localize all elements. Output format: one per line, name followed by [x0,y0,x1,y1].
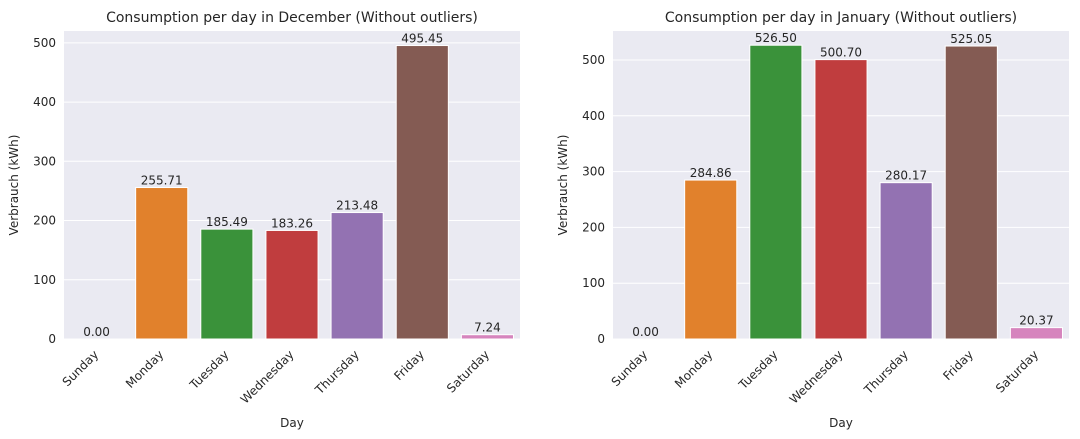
january-chart: 0 100 200 300 400 500 0.00 Sunday 284.86 Monday 52… [556,10,1069,430]
bar-saturday[interactable] [460,334,514,340]
bar-value-label: 7.24 [474,321,501,335]
chart-title: Consumption per day in January (Without … [665,10,1017,26]
y-tick-label: 0 [597,332,605,346]
y-tick-label: 100 [33,273,56,287]
bar-monday[interactable] [135,187,189,340]
x-tick-label: Wednesday [787,347,846,406]
bar-friday[interactable] [395,45,449,340]
bar-value-label: 495.45 [401,32,443,46]
chart-title: Consumption per day in December (Without… [106,10,478,26]
bar-value-label: 20.37 [1019,314,1053,328]
bar-tuesday[interactable] [200,228,254,340]
bar-value-label: 183.26 [271,216,313,230]
bar-wednesday[interactable] [265,229,319,340]
y-tick-label: 500 [33,36,56,50]
x-tick-label: Thursday [861,347,911,397]
bar-value-label: 0.00 [632,325,659,339]
bar-value-label: 500.70 [820,46,862,60]
y-tick-label: 100 [582,276,605,290]
y-tick-label: 200 [33,214,56,228]
x-tick-label: Monday [123,347,166,390]
bar-value-label: 255.71 [141,174,183,188]
y-tick-label: 200 [582,220,605,234]
bar-friday[interactable] [944,45,998,340]
bar-wednesday[interactable] [814,59,868,340]
x-tick-label: Monday [672,347,715,390]
y-axis-label: Verbrauch (kWh) [556,135,570,236]
x-tick-label: Sunday [60,347,102,389]
y-tick-label: 500 [582,53,605,67]
x-tick-label: Saturday [993,347,1041,395]
bar-saturday[interactable] [1009,327,1063,340]
bar-thursday[interactable] [330,212,384,340]
x-axis-label: Day [280,416,304,430]
x-axis-label: Day [829,416,853,430]
bar-value-label: 185.49 [206,215,248,229]
bar-value-label: 280.17 [885,169,927,183]
bar-thursday[interactable] [879,182,933,340]
y-tick-label: 400 [33,95,56,109]
x-tick-label: Saturday [444,347,492,395]
bar-value-label: 525.05 [950,32,992,46]
december-chart: 0 100 200 300 400 500 0.00 Sunday 255.71 Monday 18… [7,10,520,430]
y-axis-label: Verbrauch (kWh) [7,135,21,236]
x-tick-label: Friday [940,347,976,383]
x-tick-label: Tuesday [735,347,780,392]
bar-value-label: 213.48 [336,199,378,213]
bar-value-label: 526.50 [755,31,797,45]
y-tick-label: 300 [582,165,605,179]
bar-value-label: 0.00 [83,325,110,339]
x-tick-label: Tuesday [186,347,231,392]
x-tick-label: Thursday [312,347,362,397]
y-tick-label: 0 [48,332,56,346]
bar-monday[interactable] [684,179,738,340]
x-tick-label: Friday [391,347,427,383]
bar-value-label: 284.86 [690,166,732,180]
x-tick-label: Wednesday [238,347,297,406]
bar-tuesday[interactable] [749,44,803,340]
y-tick-label: 400 [582,109,605,123]
y-tick-label: 300 [33,154,56,168]
x-tick-label: Sunday [609,347,651,389]
